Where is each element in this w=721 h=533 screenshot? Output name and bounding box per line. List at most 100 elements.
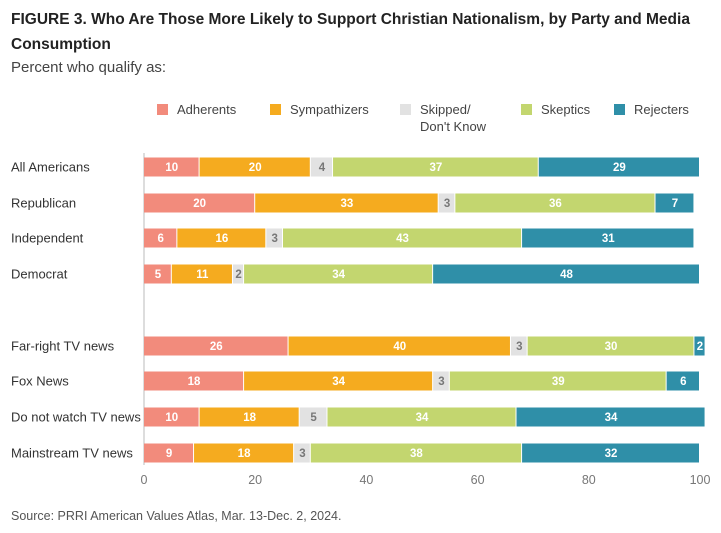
x-tick-label: 60: [471, 473, 485, 487]
data-label: 31: [602, 233, 615, 245]
bar-rejecters: [538, 157, 699, 177]
bar-skeptics: [327, 407, 516, 427]
x-tick-label: 0: [141, 473, 148, 487]
data-label: 4: [319, 162, 326, 174]
legend-swatch-sympathizers: [270, 104, 281, 115]
category-label: Republican: [11, 196, 76, 211]
x-tick-label: 20: [248, 473, 262, 487]
bar-skipped-don-t-know: [433, 371, 449, 391]
legend-label: Rejecters: [634, 102, 689, 117]
data-label: 39: [552, 376, 565, 388]
data-label: 18: [243, 412, 256, 424]
data-label: 6: [157, 233, 163, 245]
bar-sympathizers: [199, 157, 310, 177]
data-label: 18: [188, 376, 201, 388]
bar-sympathizers: [199, 407, 299, 427]
bar-rejecters: [655, 193, 694, 213]
legend-swatch-adherents: [157, 104, 168, 115]
data-label: 3: [438, 376, 444, 388]
bar-skeptics: [455, 193, 655, 213]
bar-sympathizers: [255, 193, 438, 213]
data-label: 3: [299, 448, 305, 460]
bar-adherents: [144, 336, 288, 356]
bar-adherents: [144, 157, 199, 177]
data-label: 6: [680, 376, 686, 388]
bar-adherents: [144, 407, 199, 427]
bar-skipped-don-t-know: [294, 443, 310, 463]
data-label: 34: [332, 376, 345, 388]
category-label: All Americans: [11, 160, 90, 175]
chart-subtitle: Percent who qualify as:: [11, 59, 167, 76]
bar-skeptics: [449, 371, 666, 391]
bar-skipped-don-t-know: [310, 157, 333, 177]
category-label: Democrat: [11, 267, 68, 282]
legend-label: Skipped/: [420, 102, 471, 117]
data-label: 16: [215, 233, 228, 245]
data-label: 33: [341, 198, 354, 210]
legend-swatch-skeptics: [521, 104, 532, 115]
data-label: 34: [332, 269, 345, 281]
bar-adherents: [144, 443, 194, 463]
bar-skeptics: [244, 264, 433, 284]
bar-skeptics: [283, 228, 522, 248]
bar-skipped-don-t-know: [299, 407, 327, 427]
bar-adherents: [144, 264, 171, 284]
bar-rejecters: [433, 264, 699, 284]
category-label: Far-right TV news: [11, 339, 115, 354]
bar-skipped-don-t-know: [438, 193, 455, 213]
data-label: 43: [396, 233, 409, 245]
bar-adherents: [144, 193, 255, 213]
category-label: Mainstream TV news: [11, 446, 133, 461]
category-label: Do not watch TV news: [11, 410, 141, 425]
data-label: 29: [613, 162, 626, 174]
data-label: 36: [549, 198, 562, 210]
bar-sympathizers: [194, 443, 294, 463]
source-note: Source: PRRI American Values Atlas, Mar.…: [11, 509, 342, 523]
data-label: 26: [210, 341, 223, 353]
data-label: 3: [271, 233, 277, 245]
x-tick-label: 80: [582, 473, 596, 487]
data-label: 20: [249, 162, 262, 174]
legend-swatch-skipped-don-t-know: [400, 104, 411, 115]
data-label: 3: [516, 341, 522, 353]
data-label: 10: [165, 162, 178, 174]
data-label: 30: [605, 341, 618, 353]
x-tick-label: 100: [690, 473, 711, 487]
data-label: 2: [235, 269, 241, 281]
bar-skeptics: [333, 157, 538, 177]
bar-rejecters: [522, 443, 699, 463]
chart-title: FIGURE 3. Who Are Those More Likely to S…: [11, 11, 690, 53]
data-label: 34: [416, 412, 429, 424]
bar-sympathizers: [244, 371, 433, 391]
data-label: 48: [560, 269, 573, 281]
data-label: 20: [193, 198, 206, 210]
bar-sympathizers: [177, 228, 266, 248]
legend-swatch-rejecters: [614, 104, 625, 115]
bar-skeptics: [527, 336, 694, 356]
legend-label: Adherents: [177, 102, 237, 117]
bar-rejecters: [666, 371, 699, 391]
bar-skeptics: [310, 443, 522, 463]
bar-rejecters: [516, 407, 705, 427]
data-label: 9: [166, 448, 172, 460]
data-label: 5: [155, 269, 162, 281]
data-label: 5: [310, 412, 317, 424]
data-label: 18: [238, 448, 251, 460]
legend-label: Skeptics: [541, 102, 591, 117]
bar-skipped-don-t-know: [266, 228, 282, 248]
data-label: 11: [196, 269, 209, 281]
data-label: 32: [605, 448, 618, 460]
bar-adherents: [144, 228, 177, 248]
data-label: 34: [605, 412, 618, 424]
bar-sympathizers: [171, 264, 232, 284]
data-label: 2: [697, 341, 703, 353]
category-label: Independent: [11, 231, 84, 246]
bar-adherents: [144, 371, 244, 391]
category-label: Fox News: [11, 374, 69, 389]
legend-label: Sympathizers: [290, 102, 369, 117]
bar-sympathizers: [288, 336, 510, 356]
data-label: 3: [444, 198, 450, 210]
legend-label: Don't Know: [420, 119, 487, 134]
bar-skipped-don-t-know: [510, 336, 527, 356]
